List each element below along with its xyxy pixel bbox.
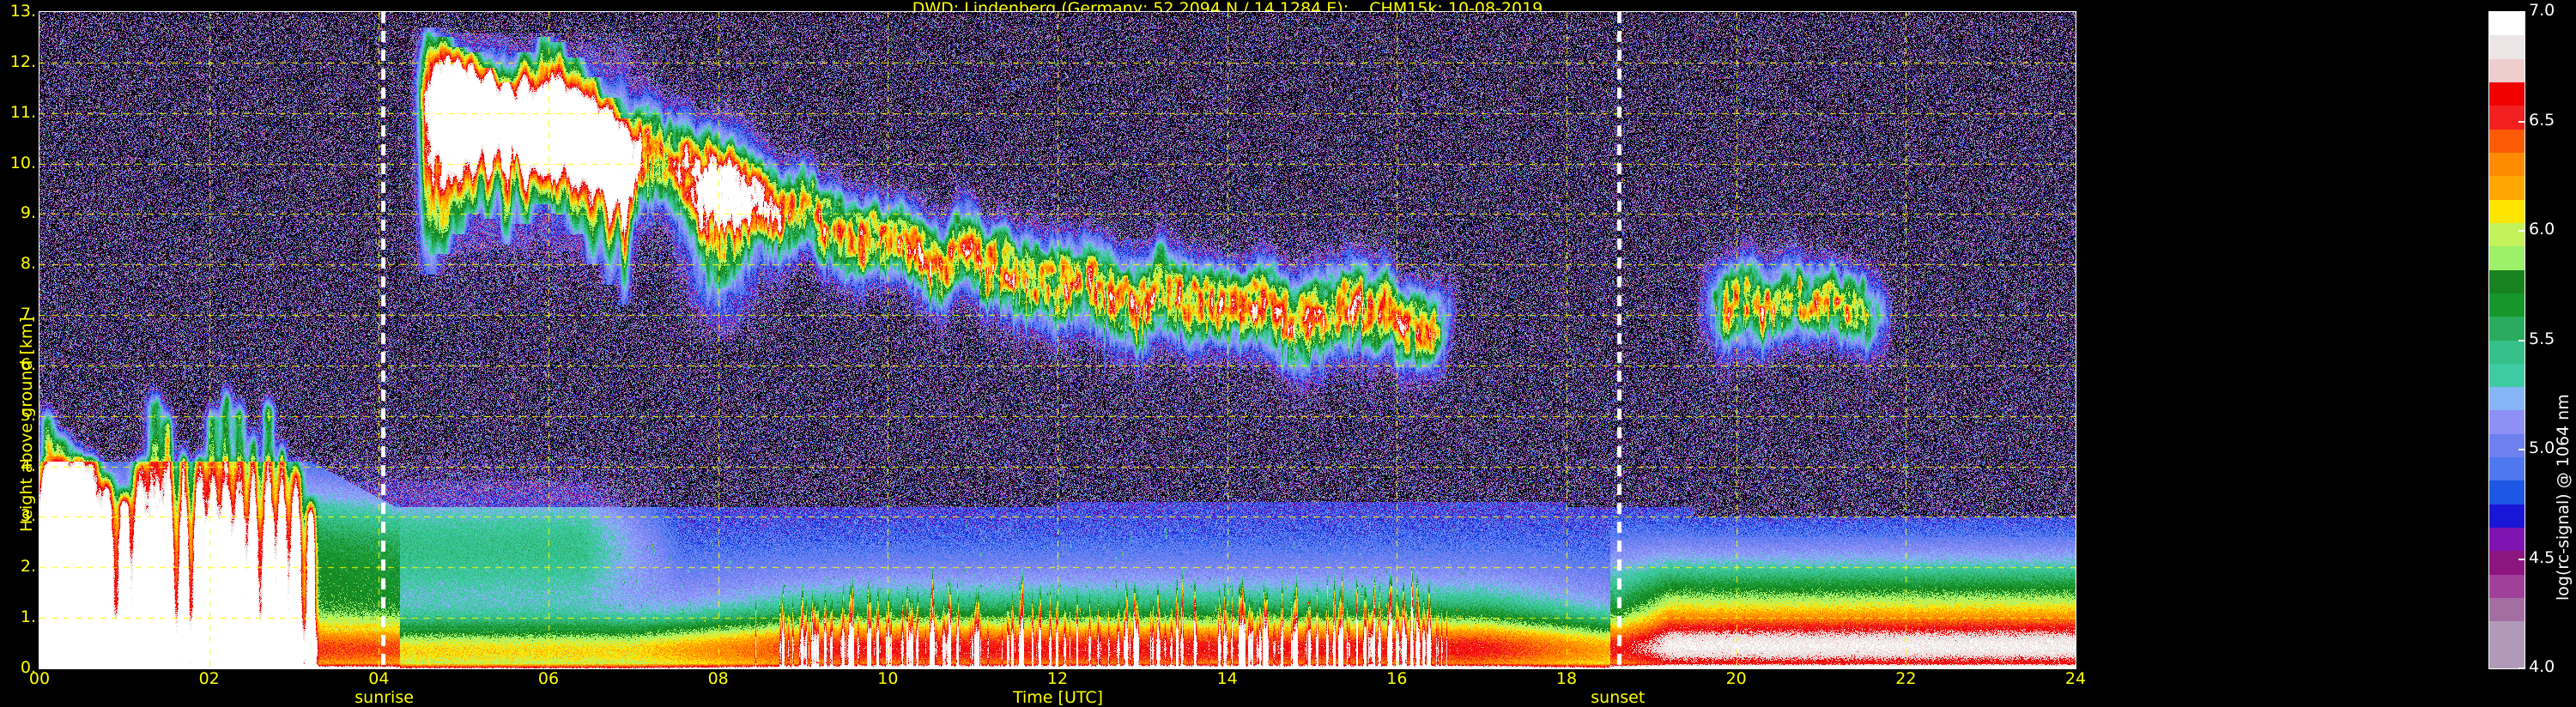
colorbar-tick-label: 5.0 — [2529, 438, 2555, 457]
colorbar-tick-mark — [2518, 120, 2525, 123]
plot-area — [39, 12, 2076, 668]
y-tick-label: 9. — [20, 203, 36, 223]
y-tick-label: 6. — [20, 354, 36, 374]
colorbar-tick-label: 6.0 — [2529, 220, 2555, 239]
x-tick-label: 24 — [2064, 669, 2087, 688]
colorbar-tick-mark — [2518, 668, 2525, 669]
colorbar-tick-mark — [2518, 230, 2525, 232]
colorbar-tick-mark — [2518, 339, 2525, 341]
x-tick-label: 16 — [1386, 669, 1408, 688]
x-tick-label: 22 — [1895, 669, 1917, 688]
y-tick-label: 12. — [9, 51, 36, 71]
y-tick-label: 13. — [9, 2, 36, 21]
x-tick-label: 12 — [1046, 669, 1069, 688]
annotation-label-sunrise: sunrise — [355, 688, 414, 707]
y-tick-label: 5. — [20, 405, 36, 425]
x-axis-label: Time [UTC] — [1013, 688, 1104, 707]
x-tick-label: 00 — [28, 669, 51, 688]
colorbar-tick-label: 4.0 — [2529, 657, 2555, 676]
y-tick-label: 0. — [20, 658, 36, 677]
y-tick-label: 10. — [9, 153, 36, 172]
colorbar-tick-mark — [2518, 449, 2525, 450]
x-tick-label: 08 — [707, 669, 729, 688]
colorbar-tick-label: 6.5 — [2529, 110, 2555, 130]
x-tick-label: 14 — [1216, 669, 1238, 688]
colorbar-tick-label: 4.5 — [2529, 547, 2555, 567]
y-tick-label: 2. — [20, 557, 36, 577]
y-tick-label: 1. — [20, 607, 36, 627]
y-tick-label: 11. — [9, 102, 36, 122]
y-axis-label: Height above ground [km] — [17, 317, 36, 532]
colorbar-tick-mark — [2518, 11, 2525, 13]
y-tick-label: 8. — [20, 254, 36, 274]
annotation-label-sunset: sunset — [1591, 688, 1646, 707]
grid-overlay — [39, 12, 2076, 668]
y-tick-label: 7. — [20, 305, 36, 324]
x-tick-label: 06 — [537, 669, 560, 688]
x-tick-label: 20 — [1725, 669, 1747, 688]
x-tick-label: 10 — [877, 669, 899, 688]
y-tick-label: 4. — [20, 456, 36, 475]
y-tick-label: 3. — [20, 506, 36, 526]
x-tick-label: 04 — [368, 669, 390, 688]
colorbar-tick-label: 7.0 — [2529, 1, 2555, 20]
x-tick-label: 18 — [1555, 669, 1578, 688]
colorbar-tick-mark — [2518, 558, 2525, 560]
colorbar-label: log(rc-signal) @ 1064 nm — [2554, 394, 2573, 601]
x-tick-label: 02 — [198, 669, 220, 688]
colorbar-tick-label: 5.5 — [2529, 329, 2555, 348]
